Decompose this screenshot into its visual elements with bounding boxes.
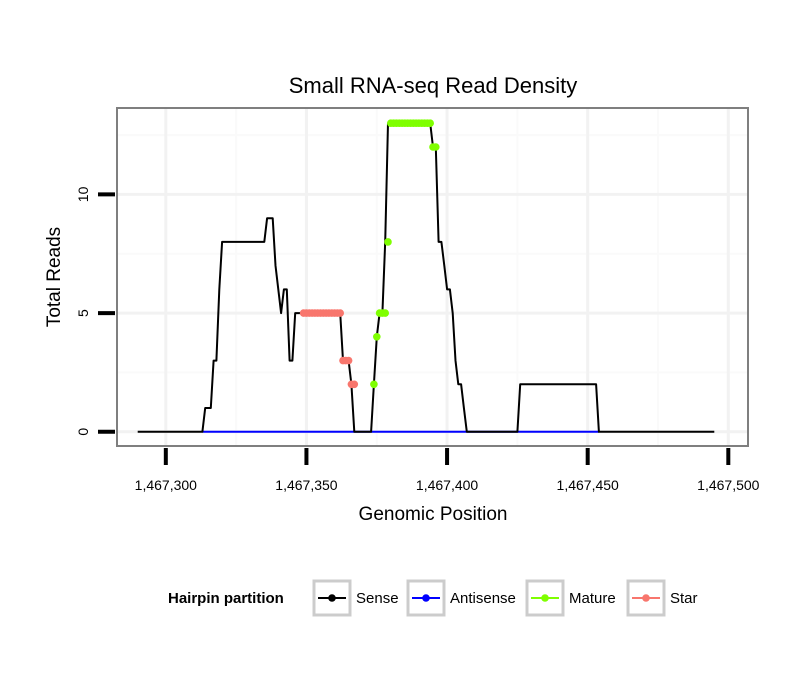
panel-border bbox=[116, 107, 749, 447]
star-point bbox=[344, 356, 353, 365]
y-tick-label: 0 bbox=[75, 428, 91, 436]
x-tick-label: 1,467,450 bbox=[557, 477, 619, 493]
y-tick-label: 5 bbox=[75, 309, 91, 317]
x-axis: 1,467,300 1,467,350 1,467,400 1,467,450 1,46… bbox=[135, 448, 760, 493]
legend-items: Sense Antisense Mature Star bbox=[312, 579, 698, 617]
x-tick-label: 1,467,400 bbox=[416, 477, 478, 493]
y-tick-label: 10 bbox=[75, 186, 91, 202]
legend-label-star: Star bbox=[670, 590, 698, 607]
x-axis-title: Genomic Position bbox=[359, 504, 508, 525]
legend-dot-star bbox=[642, 594, 650, 602]
y-axis-title: Total Reads bbox=[44, 227, 65, 327]
legend-dot-antisense bbox=[422, 594, 430, 602]
mature-point bbox=[370, 380, 378, 389]
chart-title: Small RNA-seq Read Density bbox=[289, 73, 578, 98]
x-tick-label: 1,467,350 bbox=[275, 477, 337, 493]
series-layer bbox=[137, 119, 715, 433]
legend-title: Hairpin partition bbox=[168, 590, 284, 607]
legend-label-sense: Sense bbox=[356, 590, 399, 607]
legend-dot-sense bbox=[328, 594, 336, 602]
legend-label-antisense: Antisense bbox=[450, 590, 516, 607]
mature-point bbox=[381, 309, 390, 317]
mature-point bbox=[426, 119, 435, 127]
mature-point bbox=[373, 333, 381, 341]
x-tick-label: 1,467,300 bbox=[135, 477, 197, 493]
x-tick-label: 1,467,500 bbox=[697, 477, 759, 493]
star-point bbox=[336, 309, 345, 317]
star-point bbox=[350, 380, 359, 389]
legend: Hairpin partition Sense Antisense Mature St… bbox=[168, 579, 698, 617]
mature-point bbox=[432, 143, 440, 151]
sense-series-line bbox=[137, 122, 715, 433]
mature-point bbox=[384, 238, 392, 246]
legend-dot-mature bbox=[541, 594, 549, 602]
legend-label-mature: Mature bbox=[569, 590, 616, 607]
y-axis: 0 5 10 bbox=[75, 186, 115, 436]
